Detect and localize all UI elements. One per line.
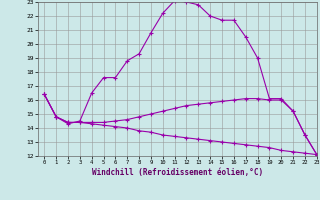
X-axis label: Windchill (Refroidissement éolien,°C): Windchill (Refroidissement éolien,°C) [92, 168, 263, 177]
